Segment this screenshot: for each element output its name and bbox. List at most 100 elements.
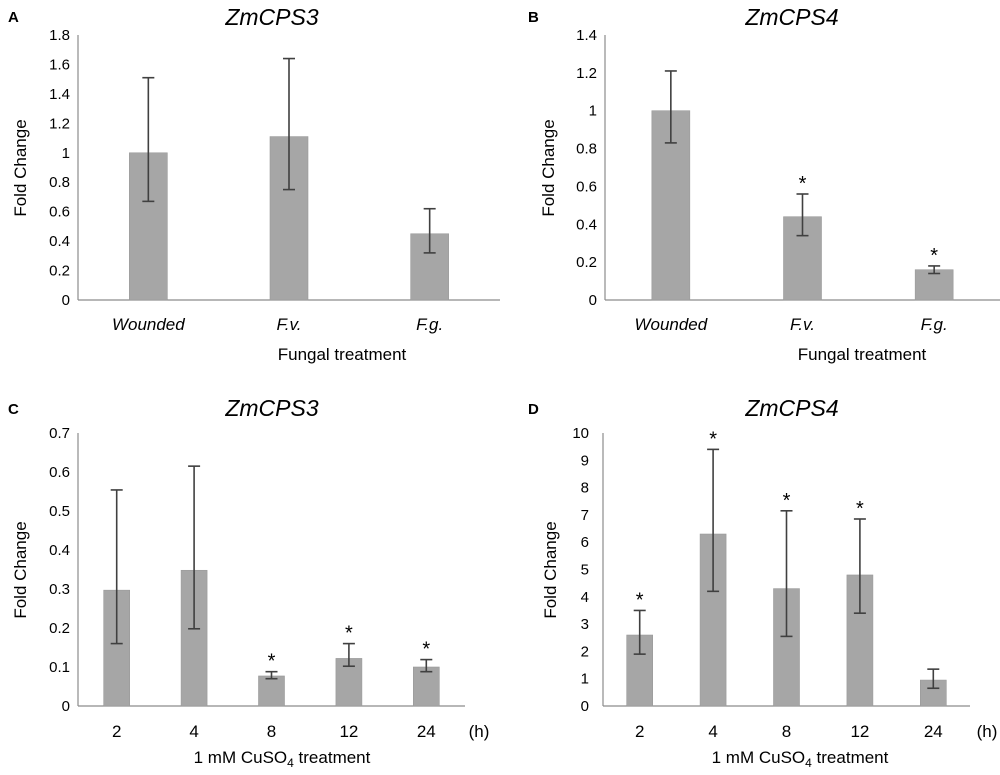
error-bar-d-1	[633, 609, 646, 655]
significance-marker-c-5: *	[422, 639, 430, 661]
error-bar-b-2	[796, 193, 809, 237]
y-tick-label-d: 0	[581, 698, 589, 715]
x-axis-label-d-sub: 4	[805, 756, 812, 770]
panel-d: D ZmCPS4 Fold Change 1 mM CuSO4 treatmen…	[528, 395, 997, 770]
y-tick-label-b: 0.4	[576, 216, 597, 233]
error-bar-a-2	[283, 57, 295, 191]
x-tick-label-b-1: Wounded	[634, 315, 707, 334]
y-tick-label-a: 1	[62, 145, 70, 162]
bar-c-5	[412, 666, 440, 707]
y-tick-label-b: 1.2	[576, 65, 597, 82]
error-bar-d-5	[927, 668, 940, 690]
panel-a: A ZmCPS3 Fold Change Fungal treatment 0 0…	[8, 4, 500, 364]
y-axis-label-a: Fold Change	[11, 119, 30, 216]
chart-title-a: ZmCPS3	[224, 4, 319, 30]
x-tick-label-d-3: 8	[782, 722, 791, 741]
error-bar-a-1	[142, 76, 155, 203]
panel-letter-d: D	[528, 401, 539, 418]
error-bar-d-2	[707, 448, 720, 593]
y-tick-label-c: 0.6	[49, 464, 70, 481]
x-axis-label-a: Fungal treatment	[278, 345, 407, 364]
y-tick-label-a: 0.2	[49, 263, 70, 280]
y-tick-label-b: 0.2	[576, 254, 597, 271]
x-tick-label-d-4: 12	[850, 722, 869, 741]
y-tick-label-c: 0.1	[49, 659, 70, 676]
x-tick-label-d-5: 24	[924, 722, 943, 741]
x-axis-label-c-sub: 4	[287, 756, 294, 770]
y-tick-label-c: 0.7	[49, 425, 70, 442]
significance-marker-b-2: *	[799, 173, 807, 195]
panel-c: C ZmCPS3 Fold Change 1 mM CuSO4 treatmen…	[8, 395, 489, 770]
y-tick-label-a: 0.4	[49, 233, 70, 250]
x-tick-label-b-3: F.g.	[921, 315, 948, 334]
x-tick-label-c-5: 24	[417, 722, 436, 741]
y-tick-label-d: 2	[581, 643, 589, 660]
y-tick-label-a: 1.8	[49, 27, 70, 44]
y-tick-label-c: 0.5	[49, 503, 70, 520]
error-bar-c-3	[265, 670, 278, 680]
significance-marker-b-3: *	[930, 245, 938, 267]
x-tick-label-d-1: 2	[635, 722, 644, 741]
significance-marker-c-4: *	[345, 623, 353, 645]
y-axis-label-c: Fold Change	[11, 521, 30, 618]
y-tick-label-c: 0.4	[49, 542, 70, 559]
bar-c-3	[258, 675, 285, 707]
y-tick-label-d: 3	[581, 616, 589, 633]
x-tick-label-a-1: Wounded	[112, 315, 185, 334]
x-unit-label-d: (h)	[977, 722, 998, 741]
panel-b: B ZmCPS4 Fold Change Fungal treatment 00…	[528, 4, 1000, 364]
y-tick-label-d: 6	[581, 534, 589, 551]
significance-marker-d-4: *	[856, 498, 864, 520]
chart-title-c: ZmCPS3	[224, 395, 319, 421]
plot-area-c: 00.10.20.30.40.50.60.72 4*8*12*24 (h)	[49, 425, 489, 741]
error-bar-a-3	[423, 207, 436, 254]
x-tick-label-a-2: F.v.	[277, 315, 302, 334]
y-tick-label-b: 0	[589, 292, 597, 309]
y-tick-label-d: 1	[581, 671, 589, 688]
chart-title-b: ZmCPS4	[744, 4, 838, 30]
y-tick-label-a: 1.4	[49, 86, 70, 103]
y-tick-label-d: 9	[581, 452, 589, 469]
y-tick-label-b: 0.8	[576, 141, 597, 158]
plot-area-a: 0 0.2 0.4 0.6 0.8 1 1.2 1.4 1.6 1.8 Wounded F.v. F.g…	[49, 27, 500, 334]
x-tick-label-c-1: 2	[112, 722, 121, 741]
error-bar-d-4	[853, 518, 866, 614]
error-bar-c-2	[188, 465, 201, 630]
x-tick-label-c-4: 12	[339, 722, 358, 741]
plot-area-b: 0 0.2 0.4 0.6 0.8 1 1.2 1.4 Wounded * F.v. * F.g.	[576, 27, 1000, 334]
y-tick-label-a: 0.8	[49, 174, 70, 191]
panel-letter-c: C	[8, 401, 19, 418]
y-tick-label-c: 0.2	[49, 620, 70, 637]
error-bar-d-3	[780, 510, 793, 638]
y-tick-label-d: 4	[581, 589, 589, 606]
bar-a-2	[269, 136, 309, 301]
x-tick-label-c-2: 4	[189, 722, 198, 741]
error-bar-c-4	[342, 642, 355, 668]
significance-marker-d-3: *	[783, 490, 791, 512]
significance-marker-d-2: *	[709, 428, 717, 450]
x-unit-label-c: (h)	[469, 722, 490, 741]
y-axis-label-d: Fold Change	[541, 521, 560, 618]
x-axis-label-c-post: treatment	[294, 748, 371, 767]
y-tick-label-c: 0	[62, 698, 70, 715]
significance-marker-d-1: *	[636, 589, 644, 611]
y-tick-label-d: 10	[572, 425, 589, 442]
bar-b-3	[914, 269, 954, 301]
x-axis-label-c: 1 mM CuSO4 treatment	[194, 748, 371, 770]
x-tick-label-d-2: 4	[708, 722, 717, 741]
x-axis-label-d: 1 mM CuSO4 treatment	[712, 748, 889, 770]
y-tick-label-a: 0	[62, 292, 70, 309]
x-tick-label-c-3: 8	[267, 722, 276, 741]
y-axis-label-b: Fold Change	[539, 119, 558, 216]
y-tick-label-d: 5	[581, 562, 589, 579]
x-axis-label-c-main: 1 mM CuSO	[194, 748, 288, 767]
chart-title-d: ZmCPS4	[744, 395, 838, 421]
y-tick-label-d: 8	[581, 480, 589, 497]
x-tick-label-b-2: F.v.	[790, 315, 815, 334]
x-tick-label-a-3: F.g.	[416, 315, 443, 334]
error-bar-c-1	[110, 489, 123, 645]
y-tick-label-d: 7	[581, 507, 589, 524]
panel-letter-a: A	[8, 9, 19, 26]
